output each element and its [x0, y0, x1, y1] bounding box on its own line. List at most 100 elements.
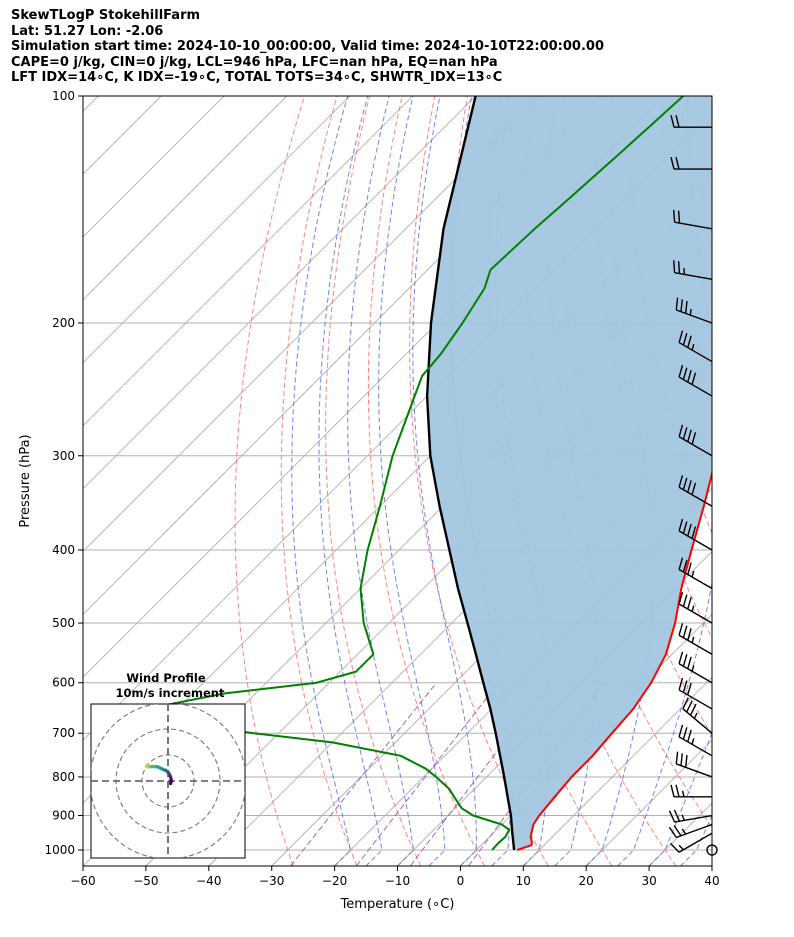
barb-flag: [675, 115, 680, 128]
wind-barb: [673, 260, 713, 280]
barb-shaft: [678, 341, 713, 363]
barb-flag: [678, 677, 684, 691]
barb-flag: [670, 115, 675, 128]
moist-adiabat-40: [711, 865, 712, 866]
barb-flag: [678, 424, 684, 437]
wind-barb: [670, 784, 712, 798]
barb-flag: [673, 825, 682, 837]
dry-adiabat-110: [761, 96, 794, 866]
y-tick-label: 900: [52, 809, 75, 823]
barb-flag: [682, 594, 688, 607]
barb-shaft: [678, 663, 713, 684]
barb-flag: [684, 301, 688, 314]
barb-flag: [677, 261, 681, 274]
barb-flag: [689, 703, 697, 716]
x-axis-label: Temperature (∘C): [340, 897, 455, 912]
y-tick-label: 200: [52, 316, 75, 330]
barb-flag: [682, 654, 688, 667]
y-tick-label: 600: [52, 676, 75, 690]
x-tick-label: −40: [196, 874, 221, 888]
barb-flag: [668, 826, 677, 838]
barb-shaft: [674, 271, 713, 280]
wind-barb: [678, 724, 713, 757]
barb-flag: [687, 335, 692, 348]
x-tick-label: −30: [259, 874, 284, 888]
barb-flag: [680, 753, 683, 766]
moist-adiabat--10: [347, 96, 415, 866]
barb-flag: [675, 784, 680, 797]
y-tick-label: 1000: [44, 843, 75, 857]
barb-flag: [691, 432, 697, 445]
barb-shaft: [676, 309, 713, 324]
barb-flag: [678, 475, 684, 488]
x-tick-label: −60: [70, 874, 95, 888]
cape-cin-shading: [427, 96, 712, 850]
barb-flag: [673, 209, 676, 223]
inset-subtitle: 10m/s increment: [116, 686, 225, 700]
x-tick-label: 30: [641, 874, 656, 888]
axes: −60 −50 −40 −30 −20 −10 0 10 20 30 40 1000 900 800 700…: [18, 89, 720, 912]
barb-flag: [673, 809, 681, 822]
barb-shaft: [678, 832, 713, 853]
barb-half: [681, 814, 686, 821]
barb-flag: [682, 427, 688, 440]
dry-adiabat-0: [367, 96, 485, 866]
chart-title: SkewTLogP StokehillFarm: [11, 8, 201, 23]
mixing-ratio-0.4: [290, 682, 437, 866]
barb-shaft: [678, 530, 713, 551]
barb-flag: [687, 562, 692, 575]
barb-flag: [686, 700, 693, 713]
wind-barb: [668, 823, 713, 839]
barb-flag: [691, 482, 697, 495]
profile-lines: [144, 96, 712, 851]
barb-flag: [687, 369, 692, 383]
barb-flag: [682, 697, 689, 710]
barb-flag: [670, 156, 675, 170]
wind-barb: [670, 156, 712, 170]
barb-shaft: [678, 568, 713, 590]
barb-shaft: [678, 486, 713, 507]
barb-flag: [678, 518, 684, 532]
cape-line: CAPE=0 j/kg, CIN=0 j/kg, LCL=946 hPa, LF…: [11, 54, 498, 70]
y-tick-label: 500: [52, 616, 75, 630]
isotherm-10: [522, 676, 712, 866]
barb-flag: [687, 729, 692, 743]
x-tick-label: 10: [516, 874, 531, 888]
temperature-line: [516, 469, 712, 851]
wind-barb: [670, 115, 712, 128]
barb-flag: [678, 623, 684, 636]
barb-flag: [673, 260, 676, 273]
isotherm--110: [83, 96, 539, 553]
barb-flag: [668, 810, 676, 823]
wind-barb: [678, 557, 713, 590]
barb-flag: [682, 477, 688, 490]
wind-barb: [673, 209, 713, 230]
isotherm--140: [83, 96, 351, 364]
barb-flag: [684, 754, 688, 768]
x-tick-label: 20: [579, 874, 594, 888]
isotherm--130: [83, 96, 414, 427]
dry-adiabat-100: [728, 96, 794, 866]
wind-barb: [669, 832, 713, 853]
wind-barb: [678, 330, 713, 363]
time-line: Simulation start time: 2024-10-10_00:00:…: [11, 39, 604, 54]
isotherm--150: [83, 96, 288, 301]
barb-flag: [675, 156, 680, 170]
barb-shaft: [682, 708, 713, 734]
barb-flag: [678, 591, 684, 605]
barb-half: [691, 636, 695, 643]
wind-barb: [678, 364, 713, 397]
barb-shaft: [678, 689, 713, 710]
barb-half: [681, 790, 685, 797]
barb-flag: [675, 297, 679, 311]
barb-flag: [687, 523, 692, 537]
wind-barb: [678, 651, 713, 684]
barb-half: [693, 712, 698, 719]
y-tick-label: 400: [52, 543, 75, 557]
wind-barb: [678, 475, 713, 507]
mixing-ratio-1: [355, 682, 499, 866]
moist-adiabat--20: [291, 96, 352, 866]
barb-flag: [678, 724, 684, 738]
index-line: LFT IDX=14∘C, K IDX=-19∘C, TOTAL TOTS=34…: [11, 70, 503, 85]
